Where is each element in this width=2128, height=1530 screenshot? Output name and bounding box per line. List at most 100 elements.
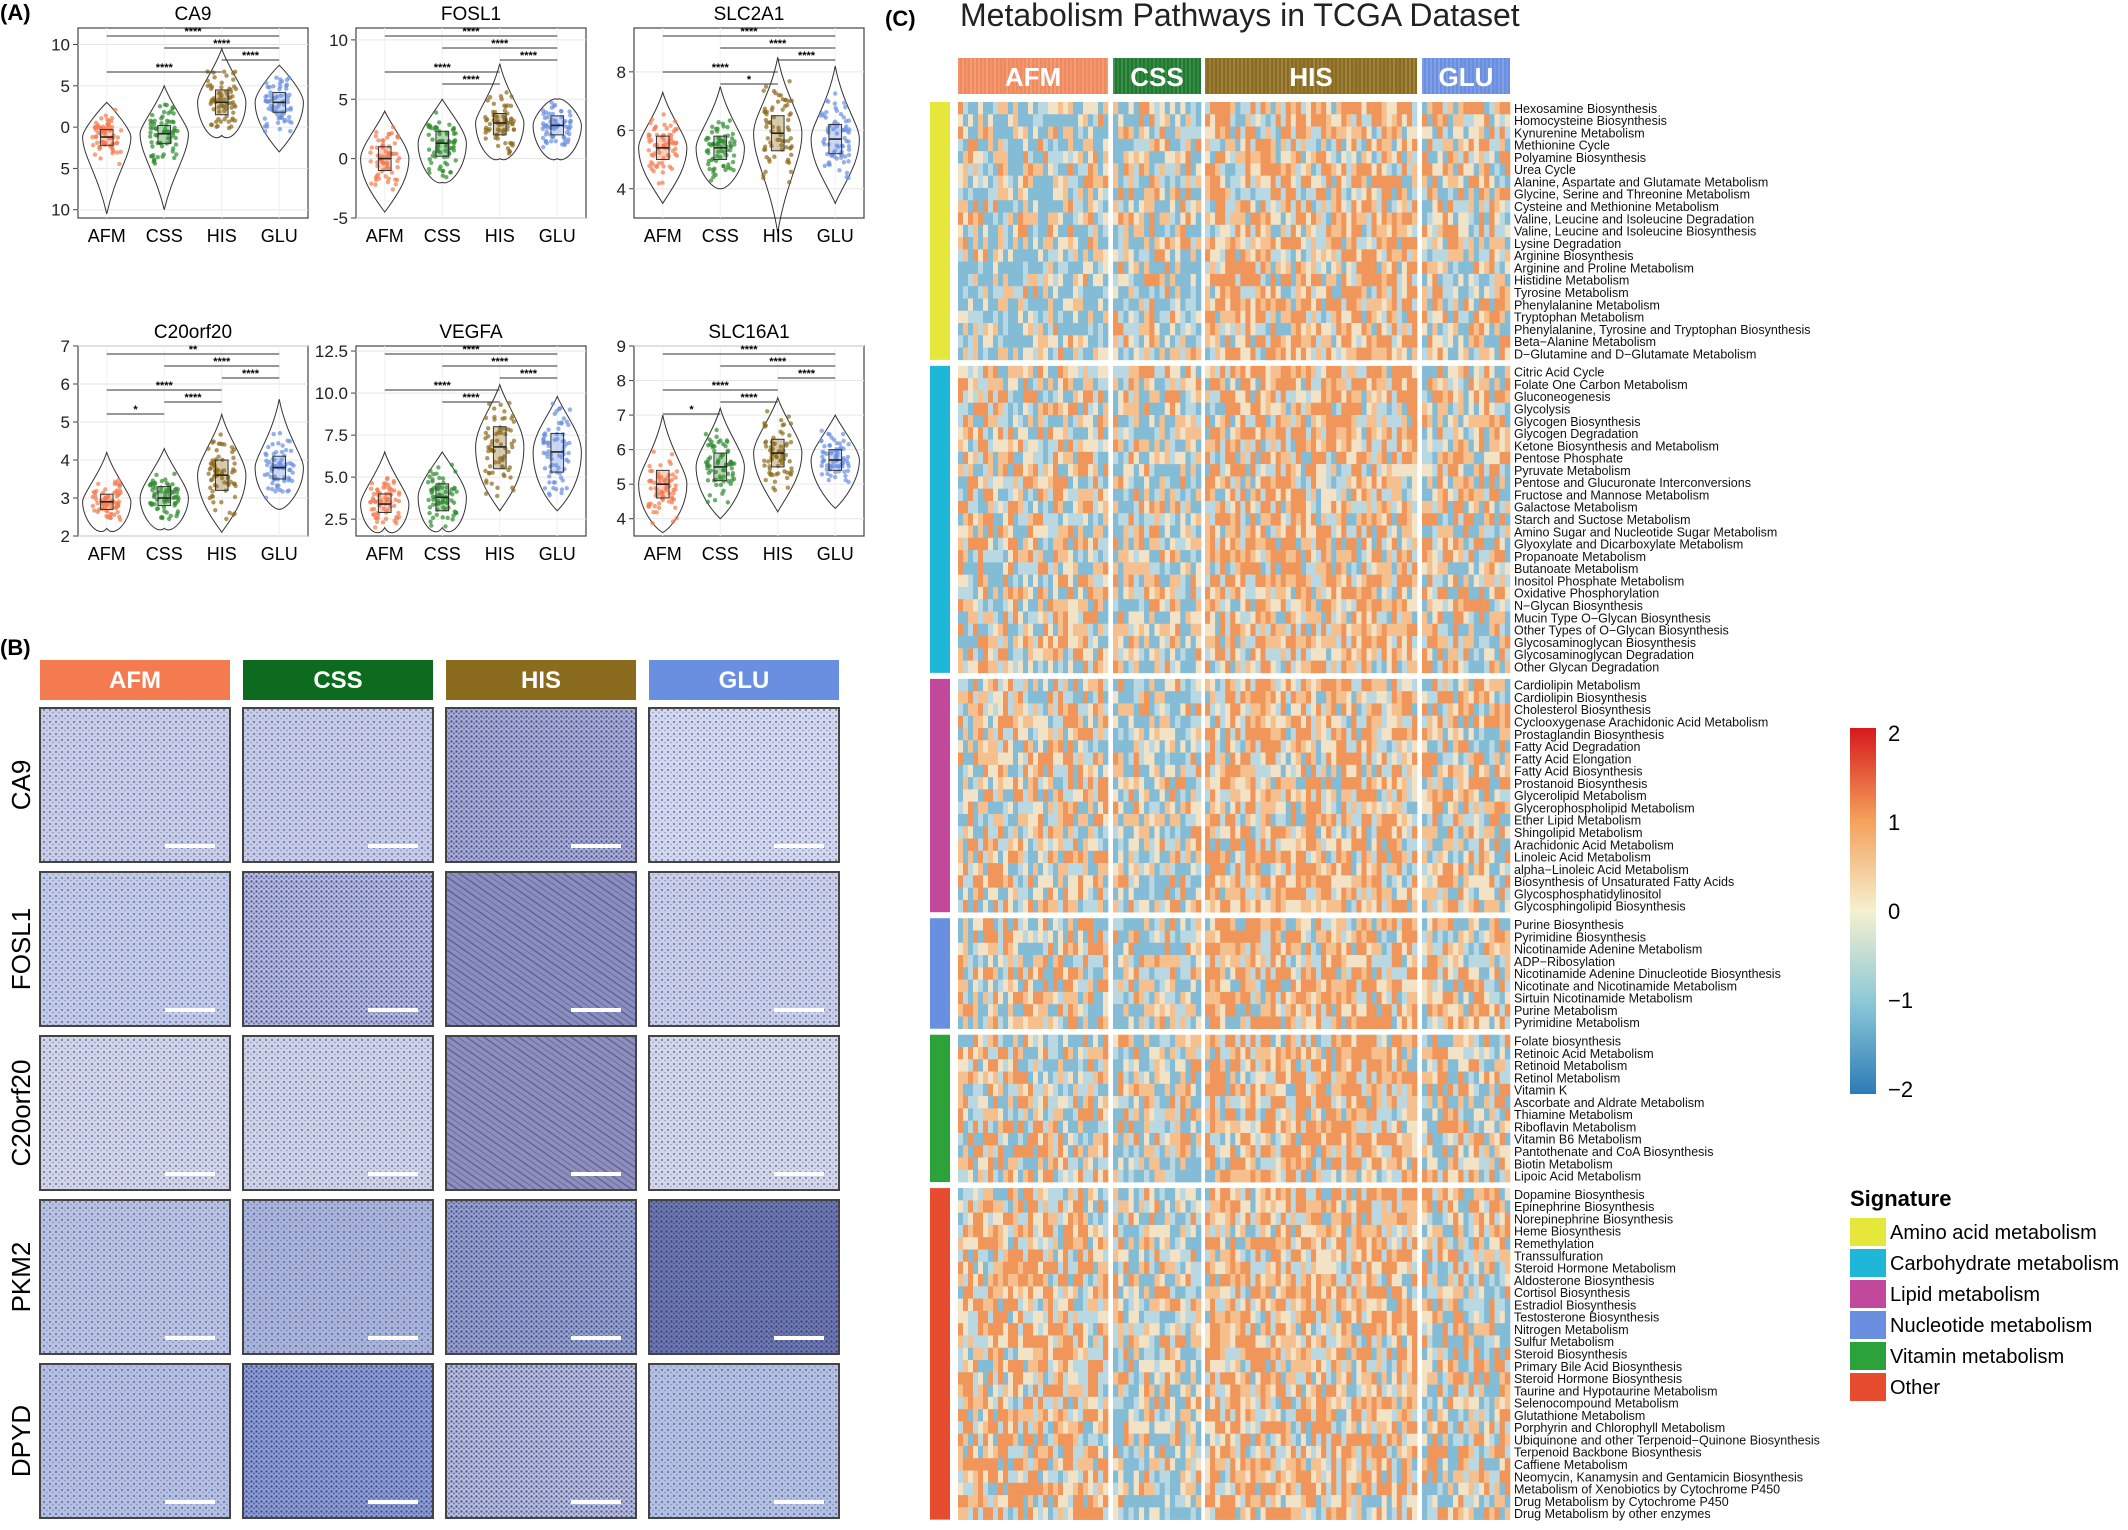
- data-point: [151, 160, 155, 164]
- heatmap-cell: [1392, 390, 1397, 403]
- data-point: [785, 103, 789, 107]
- data-point: [287, 477, 291, 481]
- heatmap-cell: [1453, 249, 1458, 262]
- heatmap-cell: [973, 188, 978, 201]
- heatmap-cell: [1103, 274, 1108, 287]
- heatmap-cell: [1351, 163, 1356, 176]
- heatmap-cell: [1261, 249, 1266, 262]
- heatmap-cell: [1170, 311, 1175, 324]
- data-point: [484, 431, 488, 435]
- heatmap-cell: [1453, 127, 1458, 140]
- data-point: [787, 459, 791, 463]
- heatmap-cell: [1296, 139, 1301, 152]
- heatmap-cell: [978, 237, 983, 250]
- col-group-stripe: [1225, 58, 1227, 94]
- micrograph-texture: [41, 1201, 229, 1353]
- data-point: [210, 458, 214, 462]
- heatmap-cell: [1301, 151, 1306, 164]
- heatmap-cell: [1245, 163, 1250, 176]
- heatmap-cell: [1382, 114, 1387, 127]
- heatmap-cell: [1382, 286, 1387, 299]
- heatmap-cell: [1043, 274, 1048, 287]
- data-point: [486, 426, 490, 430]
- heatmap-cell: [1113, 262, 1118, 275]
- heatmap-cell: [1469, 237, 1474, 250]
- data-point: [444, 175, 448, 179]
- heatmap-cell: [1129, 366, 1134, 379]
- heatmap-cell: [1185, 390, 1190, 403]
- heatmap-cell: [1271, 311, 1276, 324]
- heatmap-cell: [1453, 335, 1458, 348]
- heatmap-cell: [1361, 286, 1366, 299]
- heatmap-cell: [1028, 348, 1033, 361]
- heatmap-cell: [1058, 348, 1063, 361]
- plot-title: CA9: [175, 4, 212, 25]
- heatmap-cell: [1367, 151, 1372, 164]
- heatmap-cell: [1286, 249, 1291, 262]
- heatmap-cell: [1453, 200, 1458, 213]
- heatmap-cell: [1500, 323, 1505, 336]
- col-group-stripe: [1397, 58, 1399, 94]
- data-point: [511, 414, 515, 418]
- heatmap-cell: [1235, 151, 1240, 164]
- sig-label: ****: [242, 50, 260, 62]
- heatmap-cell: [1058, 151, 1063, 164]
- heatmap-cell: [1489, 176, 1494, 189]
- heatmap-cell: [973, 403, 978, 416]
- heatmap-cell: [1103, 102, 1108, 115]
- micrograph-texture: [447, 1365, 635, 1517]
- heatmap-cell: [1474, 403, 1479, 416]
- heatmap-cell: [1469, 348, 1474, 361]
- heatmap-cell: [1500, 348, 1505, 361]
- heatmap-cell: [1316, 323, 1321, 336]
- heatmap-cell: [1191, 403, 1196, 416]
- heatmap-cell: [1196, 114, 1201, 127]
- heatmap-cell: [1402, 127, 1407, 140]
- heatmap-cell: [1191, 390, 1196, 403]
- heatmap-cell: [1033, 298, 1038, 311]
- heatmap-cell: [1113, 200, 1118, 213]
- heatmap-cell: [1372, 366, 1377, 379]
- heatmap-cell: [1422, 163, 1427, 176]
- heatmap-cell: [1296, 249, 1301, 262]
- heatmap-cell: [1489, 311, 1494, 324]
- data-point: [499, 97, 503, 101]
- y-tick-label: 8: [617, 63, 626, 82]
- heatmap-cell: [1018, 415, 1023, 428]
- heatmap-cell: [1346, 163, 1351, 176]
- heatmap-cell: [1281, 213, 1286, 226]
- heatmap-cell: [1048, 127, 1053, 140]
- heatmap-cell: [1118, 274, 1123, 287]
- heatmap-cell: [1196, 213, 1201, 226]
- heatmap-cell: [1276, 323, 1281, 336]
- heatmap-cell: [1438, 262, 1443, 275]
- heatmap-cell: [963, 274, 968, 287]
- heatmap-cell: [1326, 237, 1331, 250]
- heatmap-cell: [1008, 348, 1013, 361]
- heatmap-cell: [1170, 274, 1175, 287]
- heatmap-cell: [1154, 249, 1159, 262]
- heatmap-cell: [1098, 415, 1103, 428]
- heatmap-cell: [1412, 213, 1417, 226]
- heatmap-cell: [1453, 225, 1458, 238]
- data-point: [111, 149, 115, 153]
- heatmap-cell: [1048, 237, 1053, 250]
- heatmap-cell: [1220, 274, 1225, 287]
- heatmap-cell: [1165, 335, 1170, 348]
- heatmap-cell: [1191, 298, 1196, 311]
- heatmap-cell: [1083, 249, 1088, 262]
- data-point: [387, 132, 391, 136]
- heatmap-cell: [998, 163, 1003, 176]
- data-point: [765, 110, 769, 114]
- heatmap-cell: [1205, 274, 1210, 287]
- heatmap-cell: [1331, 262, 1336, 275]
- plot-frame: [634, 28, 864, 218]
- heatmap-cell: [1113, 188, 1118, 201]
- heatmap-cell: [1341, 335, 1346, 348]
- col-group-stripe: [994, 58, 996, 94]
- heatmap-cell: [1129, 200, 1134, 213]
- heatmap-cell: [1276, 225, 1281, 238]
- x-tick-label: AFM: [366, 544, 404, 564]
- data-point: [271, 84, 275, 88]
- heatmap-cell: [1053, 323, 1058, 336]
